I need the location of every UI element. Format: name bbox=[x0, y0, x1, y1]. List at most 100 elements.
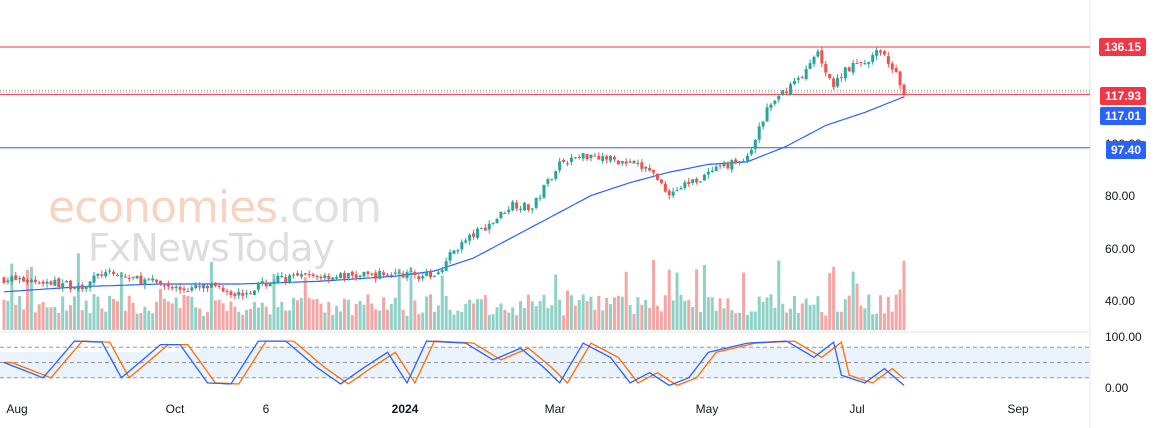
candle-body bbox=[80, 284, 84, 290]
candle-body bbox=[108, 270, 112, 272]
candle-body bbox=[131, 276, 135, 278]
candle-body bbox=[358, 275, 362, 277]
volume-bar bbox=[542, 294, 546, 330]
volume-bar bbox=[119, 272, 123, 330]
volume-bar bbox=[585, 301, 589, 330]
oscillator-tick-label: 100.00 bbox=[1105, 330, 1142, 344]
candle-body bbox=[241, 293, 245, 296]
candle-body bbox=[738, 161, 742, 163]
volume-bar bbox=[902, 260, 906, 330]
candle-body bbox=[820, 50, 824, 64]
volume-bar bbox=[307, 298, 311, 330]
volume-bar bbox=[350, 315, 354, 330]
volume-bar bbox=[80, 310, 84, 330]
candle-body bbox=[565, 163, 569, 165]
moving-average-line bbox=[3, 96, 905, 293]
candle-body bbox=[92, 275, 96, 283]
volume-bar bbox=[507, 312, 511, 330]
volume-bar bbox=[389, 304, 393, 330]
volume-bar bbox=[303, 277, 307, 330]
candle-body bbox=[597, 156, 601, 160]
candle-body bbox=[237, 291, 241, 296]
y-tick-label: 40.00 bbox=[1105, 294, 1135, 308]
volume-bar bbox=[699, 311, 703, 330]
candle-body bbox=[687, 181, 691, 185]
candle-body bbox=[483, 227, 487, 231]
candle-body bbox=[319, 276, 323, 279]
volume-bar bbox=[640, 304, 644, 330]
candle-body bbox=[828, 73, 832, 78]
candle-body bbox=[652, 169, 656, 173]
candle-body bbox=[843, 67, 847, 79]
candle-body bbox=[659, 179, 663, 183]
candle-body bbox=[875, 50, 879, 56]
volume-bar bbox=[683, 300, 687, 330]
volume-bar bbox=[702, 264, 706, 330]
candle-body bbox=[421, 276, 425, 279]
volume-bar bbox=[205, 312, 209, 330]
x-tick-label: Aug bbox=[6, 402, 27, 416]
candle-body bbox=[409, 271, 413, 273]
volume-bar bbox=[432, 311, 436, 330]
volume-bar bbox=[100, 308, 104, 330]
candle-body bbox=[855, 62, 859, 64]
volume-bar bbox=[174, 297, 178, 330]
candle-body bbox=[405, 272, 409, 278]
volume-bar bbox=[115, 301, 119, 330]
candle-body bbox=[902, 84, 906, 96]
candle-body bbox=[475, 228, 479, 238]
volume-bar bbox=[871, 314, 875, 330]
candle-body bbox=[847, 67, 851, 72]
volume-bar bbox=[280, 301, 284, 330]
candle-body bbox=[127, 277, 131, 279]
candle-body bbox=[800, 77, 804, 79]
volume-bar bbox=[217, 299, 221, 330]
candle-body bbox=[100, 274, 104, 276]
candle-body bbox=[655, 173, 659, 180]
candle-body bbox=[569, 157, 573, 162]
volume-bar bbox=[522, 307, 526, 330]
volume-bar bbox=[342, 298, 346, 330]
volume-bar bbox=[742, 272, 746, 330]
candle-body bbox=[209, 283, 213, 288]
volume-bar bbox=[495, 307, 499, 330]
candle-body bbox=[695, 178, 699, 183]
stochastic-k-line bbox=[3, 340, 905, 387]
volume-bar bbox=[127, 295, 131, 330]
candle-body bbox=[166, 284, 170, 287]
volume-bar bbox=[789, 308, 793, 330]
candle-body bbox=[331, 277, 335, 280]
volume-bar bbox=[237, 311, 241, 330]
volume-bar bbox=[319, 303, 323, 330]
volume-bar bbox=[221, 303, 225, 330]
volume-bar bbox=[460, 312, 464, 330]
candle-body bbox=[538, 197, 542, 199]
volume-bar bbox=[761, 301, 765, 330]
x-tick-label: Mar bbox=[545, 402, 566, 416]
candle-body bbox=[57, 278, 61, 287]
volume-bar bbox=[131, 302, 135, 330]
volume-bar bbox=[679, 294, 683, 330]
x-tick-label: 6 bbox=[263, 402, 270, 416]
candle-body bbox=[280, 276, 284, 278]
volume-bar bbox=[824, 315, 828, 330]
volume-bar bbox=[143, 306, 147, 330]
volume-bar bbox=[33, 312, 37, 330]
candle-body bbox=[417, 276, 421, 280]
volume-bar bbox=[644, 299, 648, 330]
candle-body bbox=[757, 126, 761, 140]
candle-body bbox=[123, 276, 127, 278]
volume-bar bbox=[483, 295, 487, 330]
candle-body bbox=[429, 270, 433, 278]
volume-bar bbox=[346, 299, 350, 330]
y-tick-label: 60.00 bbox=[1105, 242, 1135, 256]
candle-body bbox=[18, 278, 22, 280]
candle-body bbox=[10, 276, 14, 282]
candle-body bbox=[519, 208, 523, 210]
candle-body bbox=[867, 62, 871, 65]
candle-body bbox=[515, 202, 519, 209]
candle-body bbox=[554, 171, 558, 179]
volume-bar bbox=[166, 301, 170, 330]
volume-bar bbox=[562, 315, 566, 330]
